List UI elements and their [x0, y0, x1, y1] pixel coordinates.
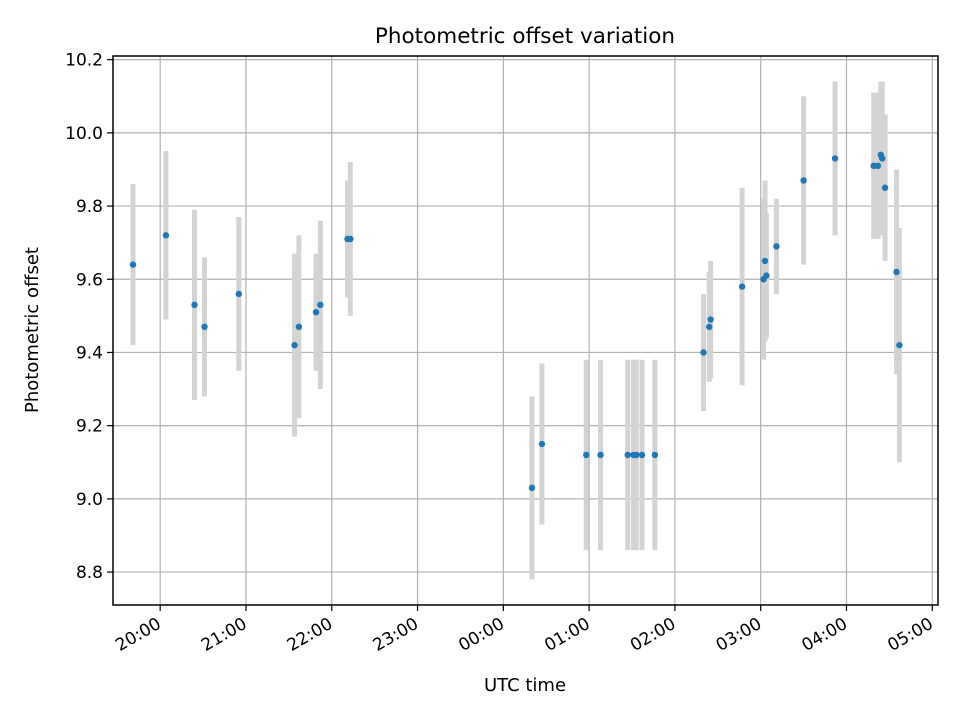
x-tick-label: 23:00	[370, 614, 422, 656]
data-point	[295, 323, 303, 331]
y-tick-label: 9.0	[76, 490, 103, 510]
x-axis-ticks: 20:00 21:00 22:00 23:00 00:00 01:00 02:00 03:00…	[112, 605, 937, 656]
data-point	[201, 323, 208, 331]
x-tick-label: 22:00	[284, 614, 336, 656]
data-point	[347, 235, 354, 243]
data-point	[538, 440, 546, 448]
data-point	[706, 323, 713, 331]
y-tick-label: 9.4	[76, 343, 103, 363]
x-tick-label: 02:00	[627, 614, 679, 656]
error-bars	[130, 81, 902, 580]
data-point	[831, 155, 839, 162]
y-tick-label: 9.2	[76, 417, 103, 437]
chart-title: Photometric offset variation	[375, 24, 675, 49]
data-point	[738, 283, 746, 290]
x-tick-label: 20:00	[112, 614, 164, 656]
data-point	[700, 349, 707, 356]
data-point	[896, 341, 903, 349]
data-point	[651, 451, 659, 459]
data-point	[761, 257, 769, 265]
y-axis-label: Photometric offset	[22, 247, 43, 413]
x-tick-label: 03:00	[713, 614, 765, 656]
data-point	[162, 232, 170, 239]
data-points	[129, 151, 903, 492]
data-point	[317, 301, 324, 309]
data-point	[879, 155, 886, 162]
data-point	[874, 162, 882, 169]
x-tick-label: 21:00	[198, 614, 250, 656]
y-axis-ticks: 8.8 9.0 9.2 9.4 9.6 9.8 10.0 10.2	[65, 51, 113, 583]
data-point	[191, 301, 198, 309]
data-point	[583, 451, 590, 459]
plot-frame	[112, 55, 939, 606]
data-point	[763, 272, 770, 279]
x-tick-label: 04:00	[799, 614, 851, 656]
data-point	[129, 261, 137, 268]
data-point	[291, 341, 298, 349]
data-point	[312, 309, 320, 316]
x-tick-label: 01:00	[541, 614, 593, 656]
grid-lines	[113, 56, 938, 605]
data-point	[624, 451, 631, 459]
x-tick-label: 05:00	[884, 614, 936, 656]
data-point	[235, 290, 243, 298]
data-point	[881, 184, 889, 191]
data-point	[893, 268, 900, 276]
x-tick-label: 00:00	[455, 614, 507, 656]
data-point	[638, 451, 646, 459]
y-tick-label: 9.8	[76, 197, 103, 217]
data-point	[707, 316, 714, 323]
data-point	[597, 451, 604, 459]
data-point	[633, 451, 640, 459]
data-point	[773, 243, 780, 250]
x-axis-label: UTC time	[484, 675, 566, 696]
y-tick-label: 9.6	[76, 270, 103, 290]
y-tick-label: 8.8	[76, 563, 103, 583]
data-point	[528, 484, 536, 492]
y-tick-label: 10.0	[65, 124, 103, 144]
y-tick-label: 10.2	[65, 51, 103, 71]
data-point	[800, 177, 807, 184]
